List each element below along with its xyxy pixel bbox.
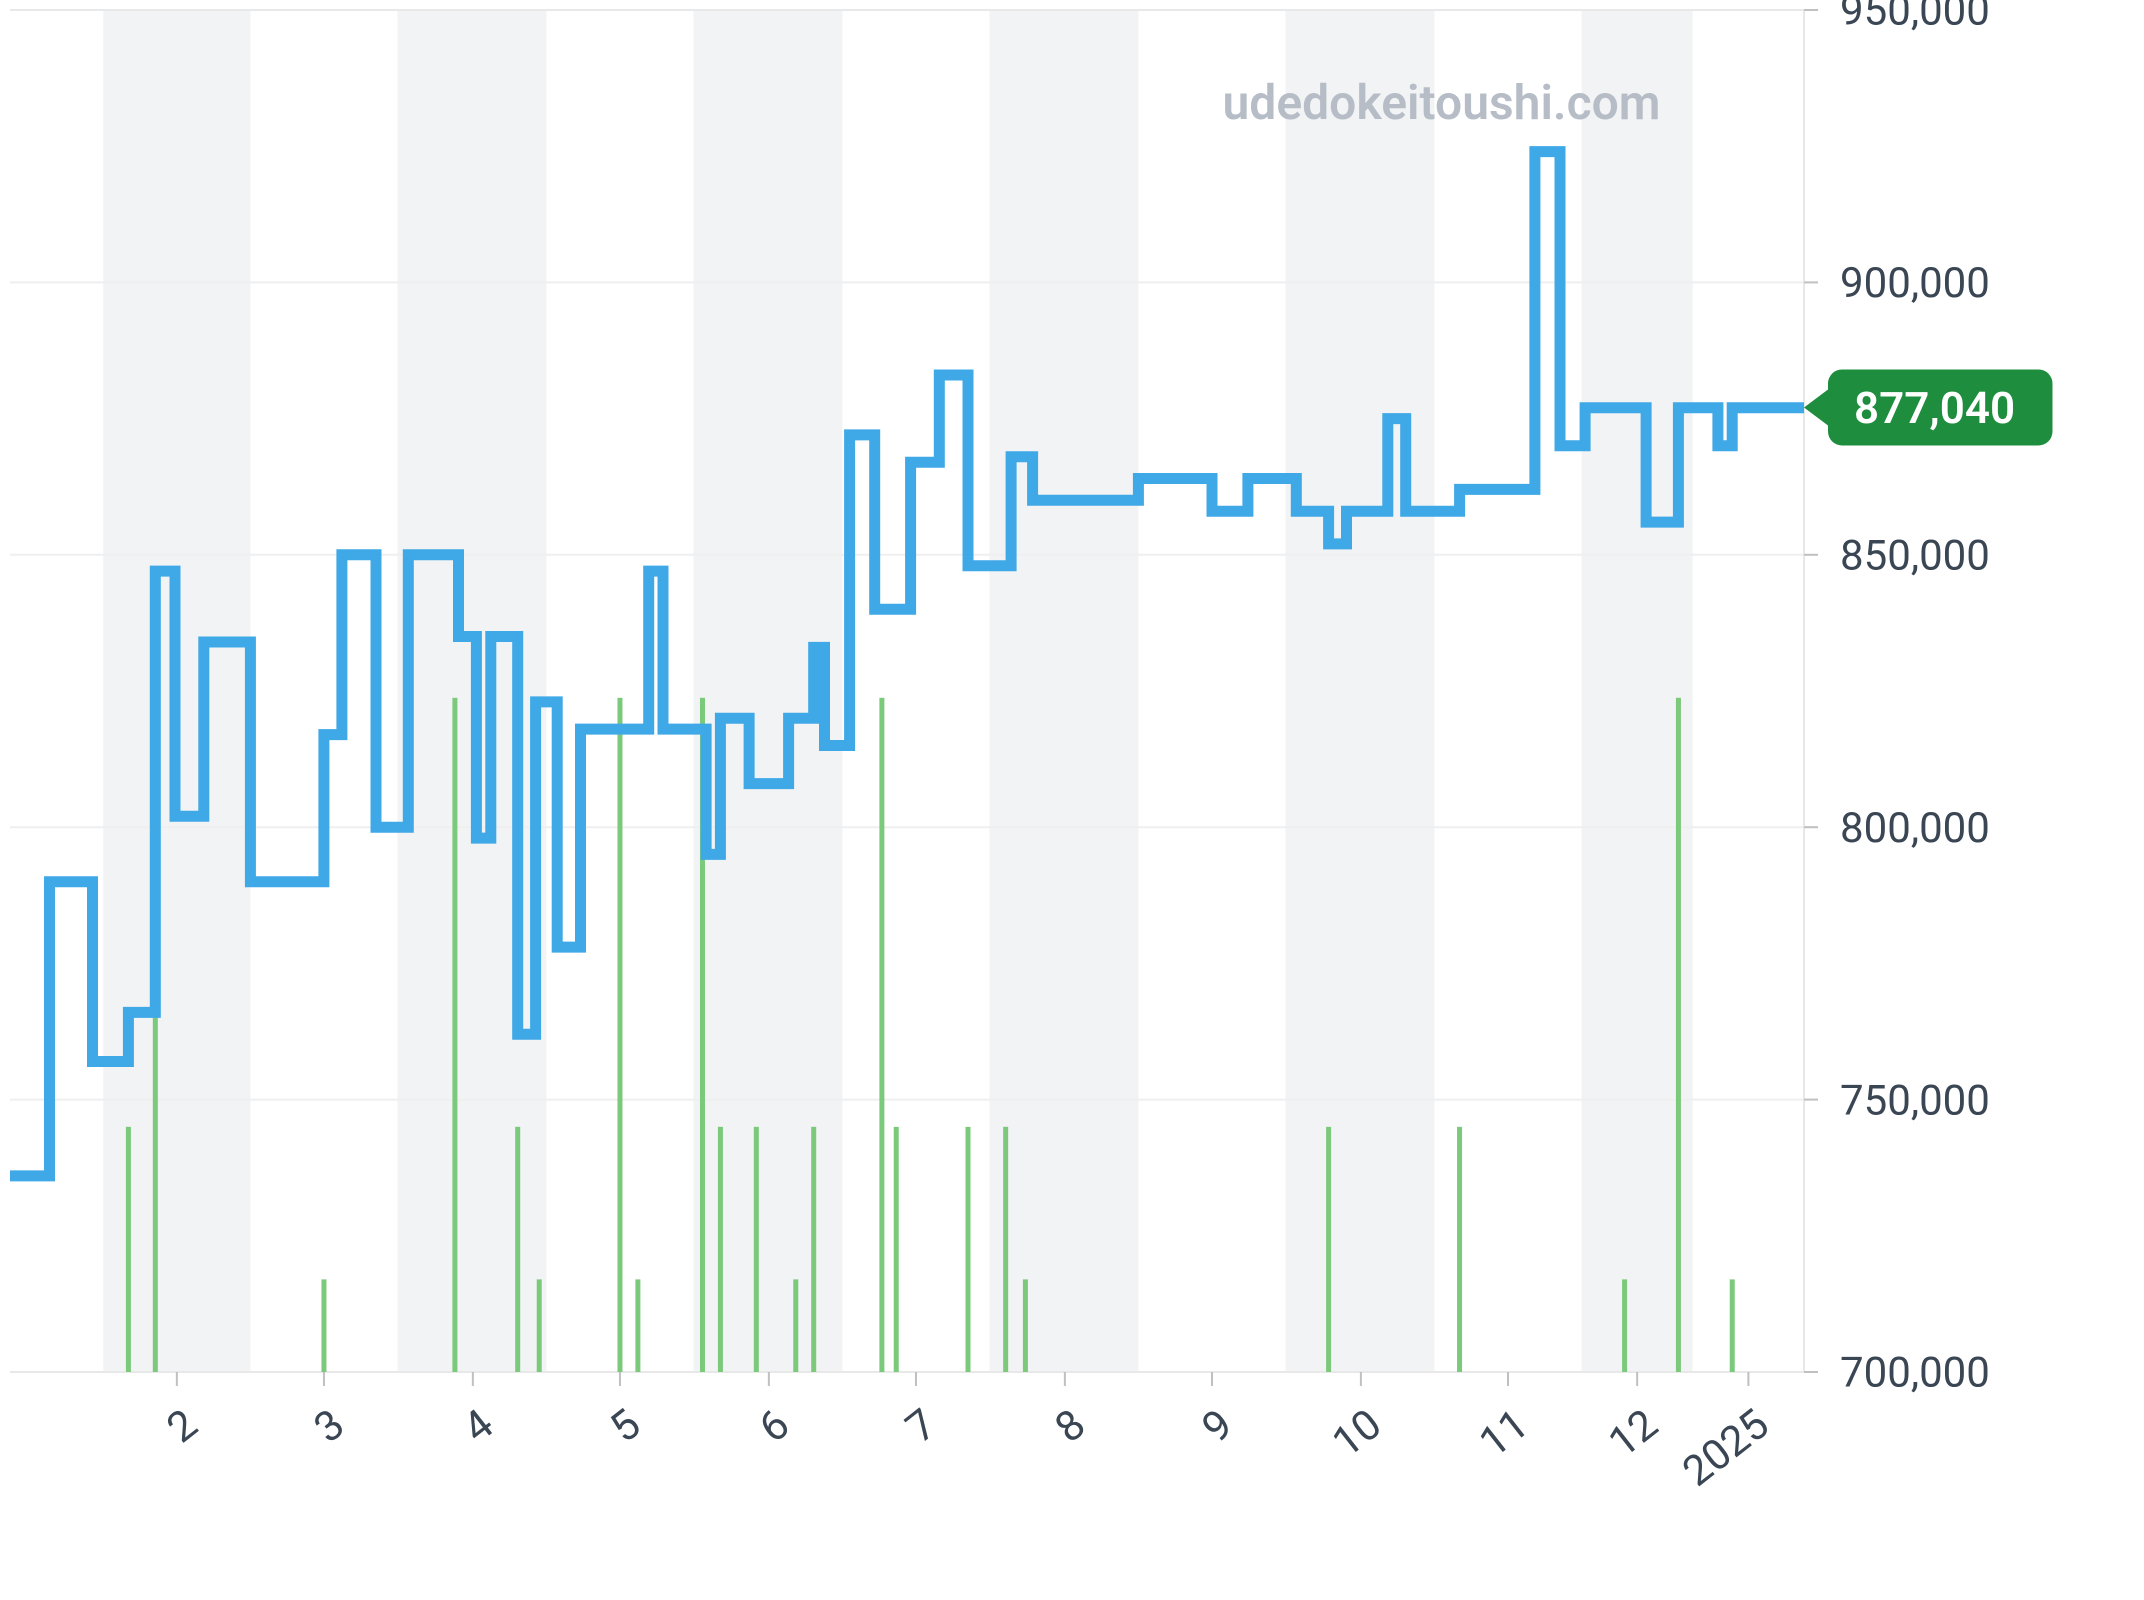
volume-bar (452, 698, 457, 1372)
month-band (1286, 10, 1435, 1372)
volume-bar (1730, 1279, 1735, 1372)
volume-bar (1023, 1279, 1028, 1372)
y-tick-label: 950,000 (1840, 0, 1990, 36)
y-tick-label: 750,000 (1840, 1076, 1990, 1125)
month-band (990, 10, 1139, 1372)
volume-bar (754, 1127, 759, 1372)
volume-bar (879, 698, 884, 1372)
volume-bar (1622, 1279, 1627, 1372)
y-tick-label: 700,000 (1840, 1349, 1990, 1398)
volume-bar (1457, 1127, 1462, 1372)
volume-bar (537, 1279, 542, 1372)
volume-bar (965, 1127, 970, 1372)
volume-bar (894, 1127, 899, 1372)
watermark-text: udedokeitoushi.com (1223, 74, 1661, 131)
volume-bar (793, 1279, 798, 1372)
y-tick-label: 800,000 (1840, 804, 1990, 853)
volume-bar (1003, 1127, 1008, 1372)
volume-bar (811, 1127, 816, 1372)
volume-bar (321, 1279, 326, 1372)
volume-bar (1676, 698, 1681, 1372)
volume-bar (126, 1127, 131, 1372)
price-chart: udedokeitoushi.com 700,000 750,000 800,000 8… (0, 0, 2144, 1600)
volume-bar (635, 1279, 640, 1372)
chart-svg: udedokeitoushi.com 700,000 750,000 800,000 8… (0, 0, 2144, 1600)
y-tick-label: 900,000 (1840, 259, 1990, 308)
volume-bar (617, 698, 622, 1372)
volume-bar (718, 1127, 723, 1372)
y-tick-label: 850,000 (1840, 532, 1990, 581)
current-price-badge: 877,040 (1804, 369, 2052, 445)
volume-bar (515, 1127, 520, 1372)
badge-value: 877,040 (1854, 382, 2015, 434)
volume-bar (1326, 1127, 1331, 1372)
